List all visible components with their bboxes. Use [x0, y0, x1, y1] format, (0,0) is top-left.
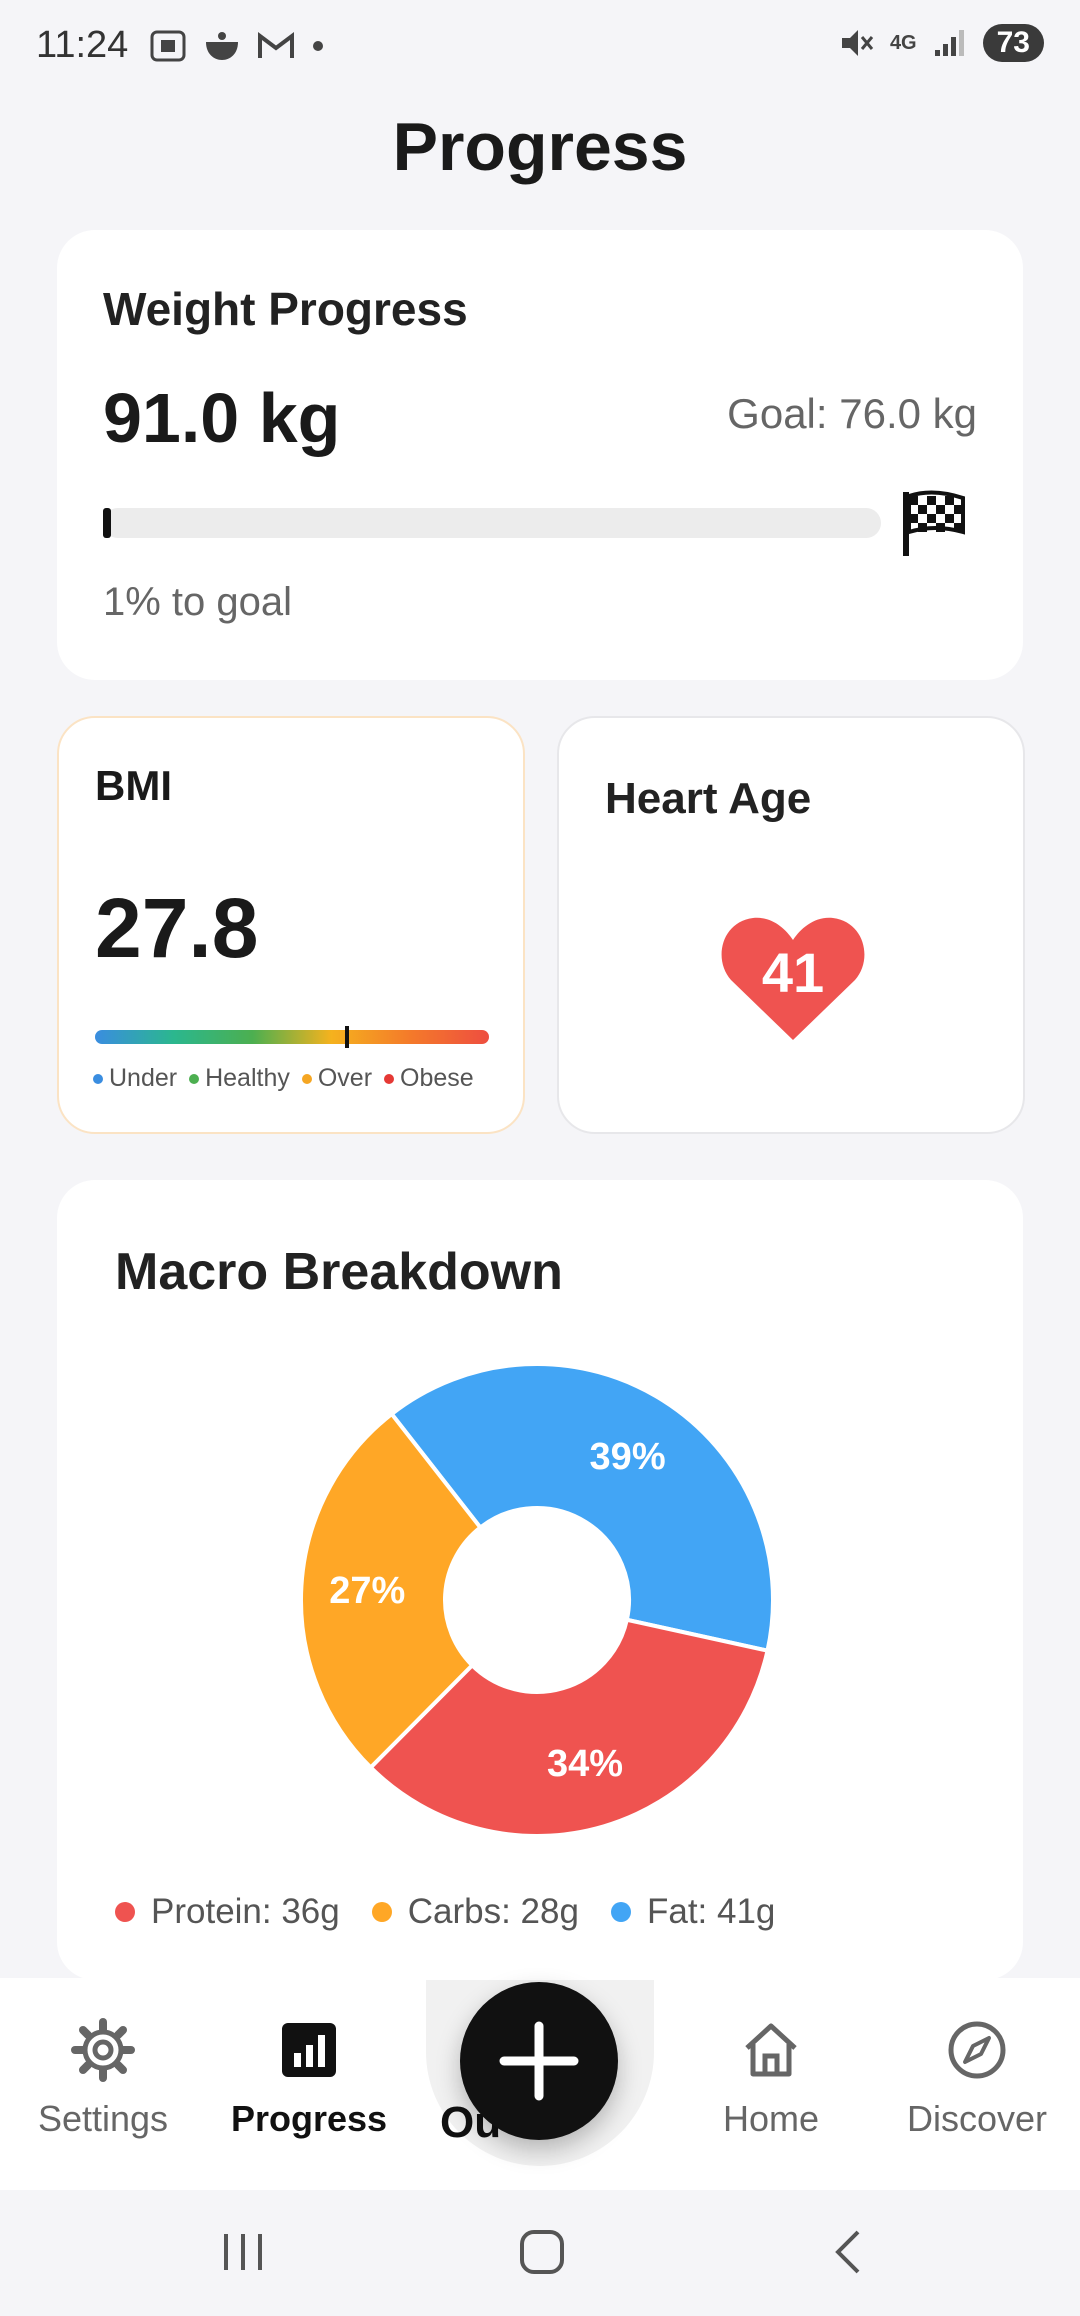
add-button[interactable] [460, 1982, 618, 2140]
weight-progress-fill [103, 508, 111, 538]
gmail-icon [258, 32, 294, 58]
heart-age-card[interactable]: Heart Age 41 [557, 716, 1025, 1134]
nav-progress-label: Progress [230, 2098, 388, 2139]
over-dot-icon [301, 1073, 312, 1084]
home-icon [745, 2023, 797, 2077]
under-dot-icon [93, 1073, 103, 1084]
bmi-card[interactable]: BMI 27.8 Under Healthy Over Obese [57, 716, 525, 1134]
network-type-label: 4G [889, 31, 917, 54]
status-bar: 11:24 4G 73 [0, 0, 1080, 96]
notification-icons [148, 28, 326, 64]
bmi-legend-obese: Obese [384, 1064, 474, 1093]
goal-weight: Goal: 76.0 kg [727, 390, 977, 437]
bmi-legend-under: Under [93, 1064, 177, 1093]
screenshot-icon [150, 30, 186, 62]
macro-breakdown-title: Macro Breakdown [115, 1243, 563, 1301]
macro-legend-carbs: Carbs: 28g [371, 1892, 579, 1932]
nav-discover[interactable]: Discover [874, 2018, 1080, 2140]
nav-home-label: Home [722, 2098, 820, 2139]
home-system-icon[interactable] [514, 2224, 570, 2280]
nav-settings[interactable]: Settings [0, 2018, 206, 2140]
heart-age-title: Heart Age [605, 774, 812, 823]
donut-label-fat: 39% [590, 1436, 666, 1478]
donut-label-carbs: 27% [329, 1570, 405, 1612]
donut-slice-protein [367, 1617, 770, 1838]
weight-progress-title: Weight Progress [103, 283, 468, 335]
current-weight: 91.0 kg [103, 379, 341, 457]
page-title: Progress [392, 109, 688, 185]
weight-progress-bar [103, 508, 881, 538]
nav-progress[interactable]: Progress [206, 2018, 412, 2140]
weight-progress-card[interactable]: Weight Progress 91.0 kg Goal: 76.0 kg 1%… [57, 230, 1023, 680]
system-status-icons: 4G 73 [838, 24, 1044, 62]
macro-breakdown-card: Macro Breakdown 39% 34% 27% Protein: 36g C… [57, 1180, 1023, 1980]
status-time: 11:24 [36, 24, 129, 66]
bmi-legend-over: Over [301, 1064, 372, 1093]
more-notifications-dot-icon [313, 41, 323, 51]
compass-icon [948, 2021, 1006, 2079]
macro-legend: Protein: 36g Carbs: 28g Fat: 41g [115, 1892, 775, 1932]
macro-donut-chart: 39% 34% 27% [299, 1362, 775, 1838]
plus-icon [499, 2021, 579, 2101]
macro-legend-protein: Protein: 36g [115, 1892, 340, 1932]
bmi-scale-bar [95, 1026, 489, 1048]
checkered-flag-icon [903, 490, 965, 556]
battery-indicator: 73 [982, 24, 1044, 62]
bmi-scale-marker [345, 1026, 350, 1048]
healthy-dot-icon [189, 1073, 200, 1084]
cooking-pot-icon [206, 32, 238, 60]
bmi-legend: Under Healthy Over Obese [93, 1064, 474, 1093]
nav-home[interactable]: Home [668, 2018, 874, 2140]
donut-label-protein: 34% [547, 1743, 623, 1785]
fat-dot-icon [610, 1902, 631, 1922]
macro-legend-fat: Fat: 41g [610, 1892, 775, 1932]
gear-icon [71, 2018, 135, 2082]
heart-icon [721, 917, 865, 1040]
back-icon[interactable] [824, 2224, 874, 2280]
recent-apps-icon[interactable] [218, 2224, 268, 2280]
nav-discover-label: Discover [906, 2098, 1048, 2139]
bar-chart-icon [282, 2023, 336, 2077]
system-navigation-bar [0, 2190, 1080, 2316]
signal-icon [934, 30, 964, 56]
progress-to-goal-text: 1% to goal [103, 580, 293, 624]
bmi-value: 27.8 [95, 881, 259, 975]
bmi-title: BMI [95, 762, 172, 809]
bmi-legend-healthy: Healthy [189, 1064, 290, 1093]
donut-slice-fat [388, 1362, 775, 1654]
nav-settings-label: Settings [37, 2098, 169, 2139]
mute-icon [841, 30, 874, 56]
protein-dot-icon [115, 1902, 135, 1922]
heart-age-value: 41 [761, 941, 825, 1004]
obese-dot-icon [384, 1073, 395, 1084]
carbs-dot-icon [371, 1902, 392, 1922]
donut-slice-carbs [299, 1411, 484, 1771]
